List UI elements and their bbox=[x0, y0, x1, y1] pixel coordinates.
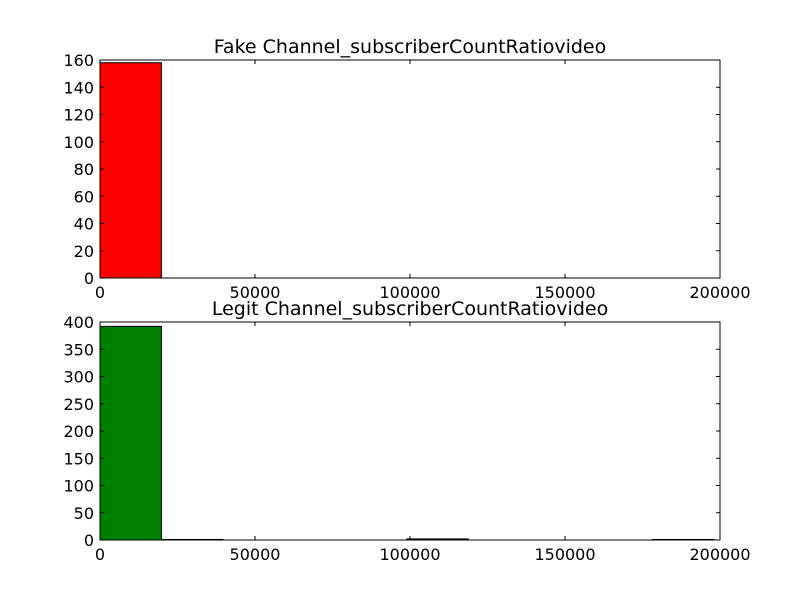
x-tick-label: 200000 bbox=[689, 283, 750, 302]
y-tick-label: 300 bbox=[63, 368, 94, 387]
y-tick-label: 250 bbox=[63, 395, 94, 414]
y-tick-labels: 0 20 40 60 80 100 120 140 160 bbox=[63, 51, 94, 288]
x-tick-label: 150000 bbox=[534, 545, 595, 564]
y-tick-label: 100 bbox=[63, 133, 94, 152]
chart-title: Legit Channel_subscriberCountRatiovideo bbox=[212, 298, 608, 320]
y-tick-label: 80 bbox=[74, 160, 94, 179]
x-tick-label: 100000 bbox=[379, 283, 440, 302]
y-tick-label: 160 bbox=[63, 51, 94, 70]
axis-ticks bbox=[99, 321, 721, 541]
y-tick-label: 120 bbox=[63, 106, 94, 125]
histogram-bar bbox=[99, 62, 162, 279]
bars bbox=[99, 62, 162, 279]
legit-channel-histogram: Legit Channel_subscriberCountRatiovideo … bbox=[63, 298, 750, 564]
y-tick-label: 200 bbox=[63, 422, 94, 441]
y-tick-label: 350 bbox=[63, 340, 94, 359]
histogram-bar bbox=[99, 325, 162, 541]
y-tick-label: 0 bbox=[84, 531, 94, 550]
x-tick-label: 100000 bbox=[379, 545, 440, 564]
y-tick-label: 0 bbox=[84, 269, 94, 288]
x-tick-label: 50000 bbox=[230, 283, 281, 302]
y-tick-label: 20 bbox=[74, 242, 94, 261]
y-tick-label: 60 bbox=[74, 187, 94, 206]
x-tick-label: 200000 bbox=[689, 545, 750, 564]
chart-title: Fake Channel_subscriberCountRatiovideo bbox=[214, 36, 607, 58]
x-tick-labels: 0 50000 100000 150000 200000 bbox=[95, 545, 751, 564]
y-tick-label: 140 bbox=[63, 78, 94, 97]
y-tick-label: 400 bbox=[63, 313, 94, 332]
x-tick-label: 150000 bbox=[534, 283, 595, 302]
y-tick-label: 50 bbox=[74, 504, 94, 523]
y-tick-label: 100 bbox=[63, 477, 94, 496]
y-tick-label: 40 bbox=[74, 215, 94, 234]
x-tick-label: 50000 bbox=[230, 545, 281, 564]
bars bbox=[99, 325, 715, 541]
x-tick-label: 0 bbox=[95, 545, 105, 564]
axis-ticks bbox=[99, 59, 721, 279]
x-tick-label: 0 bbox=[95, 283, 105, 302]
y-tick-label: 150 bbox=[63, 449, 94, 468]
x-tick-labels: 0 50000 100000 150000 200000 bbox=[95, 283, 751, 302]
y-tick-labels: 0 50 100 150 200 250 300 350 400 bbox=[63, 313, 94, 550]
fake-channel-histogram: Fake Channel_subscriberCountRatiovideo 0… bbox=[63, 36, 750, 302]
